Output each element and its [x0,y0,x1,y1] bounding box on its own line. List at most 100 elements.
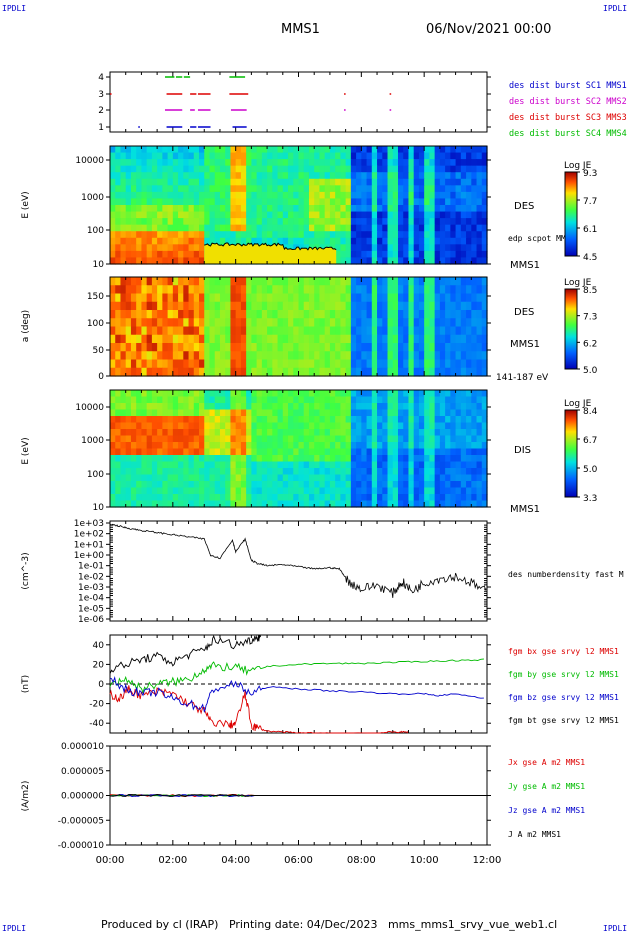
des-energy-cell [429,218,436,226]
des-energy-cell [235,211,242,219]
des-pitch-cell [251,301,258,311]
dis-energy-cell [151,403,158,411]
des-energy-cell [434,191,441,200]
dis-energy-cell [172,500,179,508]
des-pitch-cell [293,285,300,295]
dis-energy-cell [434,442,441,450]
dis-energy-cell [340,448,347,456]
dis-energy-cell [199,416,205,424]
des-pitch-cell [335,285,341,295]
bfield-y-tick-label: 20 [93,660,105,670]
dis-energy-cell [272,416,279,424]
dis-energy-cell [288,487,294,495]
des-energy-cell [157,165,163,173]
dis-energy-cell [314,429,321,437]
dis-energy-cell [130,481,137,489]
dis-energy-cell [136,455,143,463]
des-pitch-cell [345,334,352,344]
des-pitch-cell [345,293,352,303]
des-energy-cell [125,178,132,186]
des-energy-cell [235,165,242,173]
des-pitch-cell [178,351,184,361]
des-pitch-cell [272,351,279,361]
dis-energy-cell [413,442,420,450]
des-pitch-cell [397,318,404,328]
dis-energy-cell [172,494,179,502]
dis-energy-cell [324,435,331,443]
dis-energy-cell [445,487,451,495]
dis-energy-cell [356,396,362,404]
des-energy-cell [361,178,368,186]
dis-energy-cell [146,409,153,417]
dis-energy-cell [424,487,431,495]
des-pitch-cell [450,359,457,369]
dis-energy-cell [335,468,341,476]
dis-energy-cell [466,390,472,398]
dis-energy-cell [314,442,321,450]
des-pitch-cell [293,277,300,286]
des-energy-cell [240,172,247,180]
des-pitch-cell [377,310,383,319]
dis-energy-cell [240,468,247,476]
des-energy-cell [345,218,352,226]
des-pitch-cell [408,310,415,319]
des-energy-cell [230,159,237,167]
dis-energy-cell [466,487,472,495]
dis-energy-cell [439,429,446,437]
des-energy-cell [261,231,268,239]
des-pitch-cell [136,277,143,286]
dis-energy-cell [246,455,252,463]
des-energy-cell [167,152,174,160]
des-pitch-cell [424,318,431,328]
des-pitch-cell [240,367,247,377]
dis-energy-cell [136,416,143,424]
dis-energy-cell [335,494,341,502]
dis-energy-cell [141,481,148,489]
dis-energy-cell [193,442,200,450]
dis-energy-cell [235,481,242,489]
des-pitch-cell [397,277,404,286]
des-energy-cell [445,211,451,219]
des-energy-cell [188,146,195,154]
des-energy-cell [146,237,153,245]
des-energy-cell [246,165,252,173]
des-energy-cell [214,185,221,193]
dis-energy-cell [356,416,362,424]
dis-energy-cell [377,500,383,508]
dis-energy-cell [115,461,122,469]
des-pitch-cell [141,310,148,319]
dis-energy-cell [329,494,336,502]
des-energy-cell [193,224,200,232]
des-energy-cell [403,185,410,193]
dis-energy-cell [293,494,300,502]
dis-energy-cell [340,455,347,463]
des-pitch-cell [434,367,441,377]
dis-energy-cell [183,468,190,476]
dis-energy-cell [261,487,268,495]
dis-energy-cell [288,500,294,508]
des-pitch-cell [282,277,289,286]
des-energy-cell [329,231,336,239]
dis-energy-cell [167,396,174,404]
des-pitch-cell [136,367,143,377]
des-energy-y-tick-label: 1000 [81,193,104,203]
des-energy-cell [371,159,378,167]
des-pitch-cell [308,326,315,336]
dis-energy-cell [382,494,389,502]
dis-energy-cell [450,500,457,508]
des-energy-cell [377,237,383,245]
des-energy-cell [377,178,383,186]
des-energy-cell [324,205,331,213]
des-energy-cell [424,191,431,200]
des-energy-cell [335,244,341,252]
des-pitch-cell [261,277,268,286]
des-pitch-cell [445,326,451,336]
dis-energy-cell [413,455,420,463]
dis-energy-cell [382,468,389,476]
des-energy-cell [377,159,383,167]
des-energy-cell [251,218,258,226]
des-energy-cell [240,152,247,160]
des-pitch-cell [319,367,326,377]
x-tick-label: 10:00 [410,855,439,866]
des-energy-cell [445,205,451,213]
